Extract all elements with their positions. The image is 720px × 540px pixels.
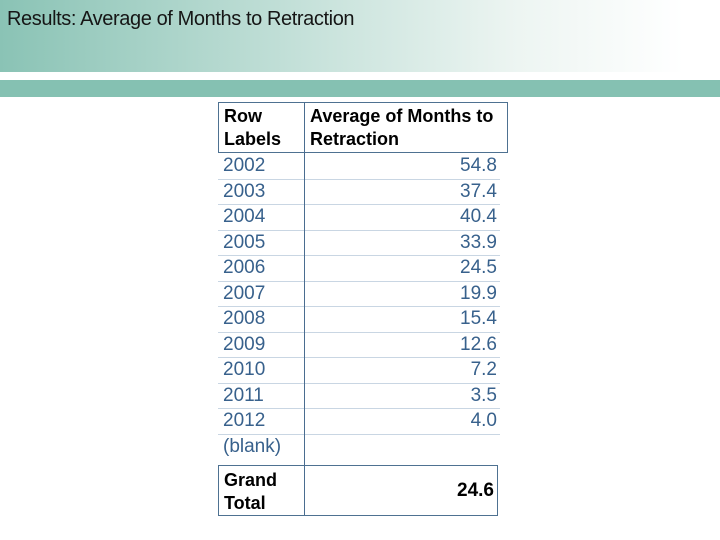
row-value: 7.2: [470, 359, 497, 381]
row-value: 54.8: [460, 155, 497, 177]
slide-title: Results: Average of Months to Retraction: [7, 8, 355, 30]
row-label: 2006: [223, 257, 266, 279]
title-band: [0, 0, 720, 72]
row-label: 2009: [223, 333, 266, 355]
table-row: 2011 3.5: [218, 384, 500, 409]
grand-total-row: Grand Total 24.6: [218, 465, 498, 516]
grand-total-label: Grand Total: [224, 470, 278, 513]
row-value: 3.5: [470, 384, 497, 406]
accent-bar: [0, 80, 720, 97]
table-row: 2012 4.0: [218, 409, 500, 435]
row-value: 12.6: [460, 333, 497, 355]
row-label: 2011: [223, 384, 264, 406]
table-row: 2004 40.4: [218, 205, 500, 231]
row-label: 2003: [223, 180, 266, 202]
table-row: 2010 7.2: [218, 358, 500, 384]
row-label: 2010: [223, 359, 266, 381]
row-label: 2012: [223, 410, 266, 432]
table-row: 2007 19.9: [218, 282, 500, 307]
table-row: 2006 24.5: [218, 256, 500, 282]
row-label: 2008: [223, 308, 266, 330]
row-value: 4.0: [470, 410, 497, 432]
row-value: 15.4: [460, 308, 497, 330]
table-row: 2008 15.4: [218, 307, 500, 333]
row-label: 2002: [223, 155, 266, 177]
row-value: 40.4: [460, 206, 497, 228]
column-divider-line: [304, 102, 305, 515]
row-label: (blank): [223, 436, 282, 458]
header-cell-row-labels: Row Labels: [224, 106, 282, 149]
grand-total-value: 24.6: [457, 479, 494, 501]
row-label: 2004: [223, 206, 266, 228]
row-label: 2007: [223, 282, 266, 304]
table-row-blank: (blank): [218, 435, 500, 461]
row-value: 37.4: [460, 180, 497, 202]
table-row: 2002 54.8: [218, 154, 500, 180]
row-value: 19.9: [460, 282, 497, 304]
table-row: 2009 12.6: [218, 333, 500, 358]
row-label: 2005: [223, 231, 266, 253]
row-value: 24.5: [460, 257, 497, 279]
table-row: 2003 37.4: [218, 180, 500, 205]
pivot-table: Row Labels Average of Months to Retracti…: [218, 102, 510, 517]
table-row: 2005 33.9: [218, 231, 500, 256]
row-value: 33.9: [460, 231, 497, 253]
header-cell-average-months: Average of Months to Retraction: [310, 106, 494, 149]
table-header-row: Row Labels Average of Months to Retracti…: [218, 102, 508, 153]
table-body: 2002 54.8 2003 37.4 2004 40.4 2005 33.9 …: [218, 154, 500, 460]
